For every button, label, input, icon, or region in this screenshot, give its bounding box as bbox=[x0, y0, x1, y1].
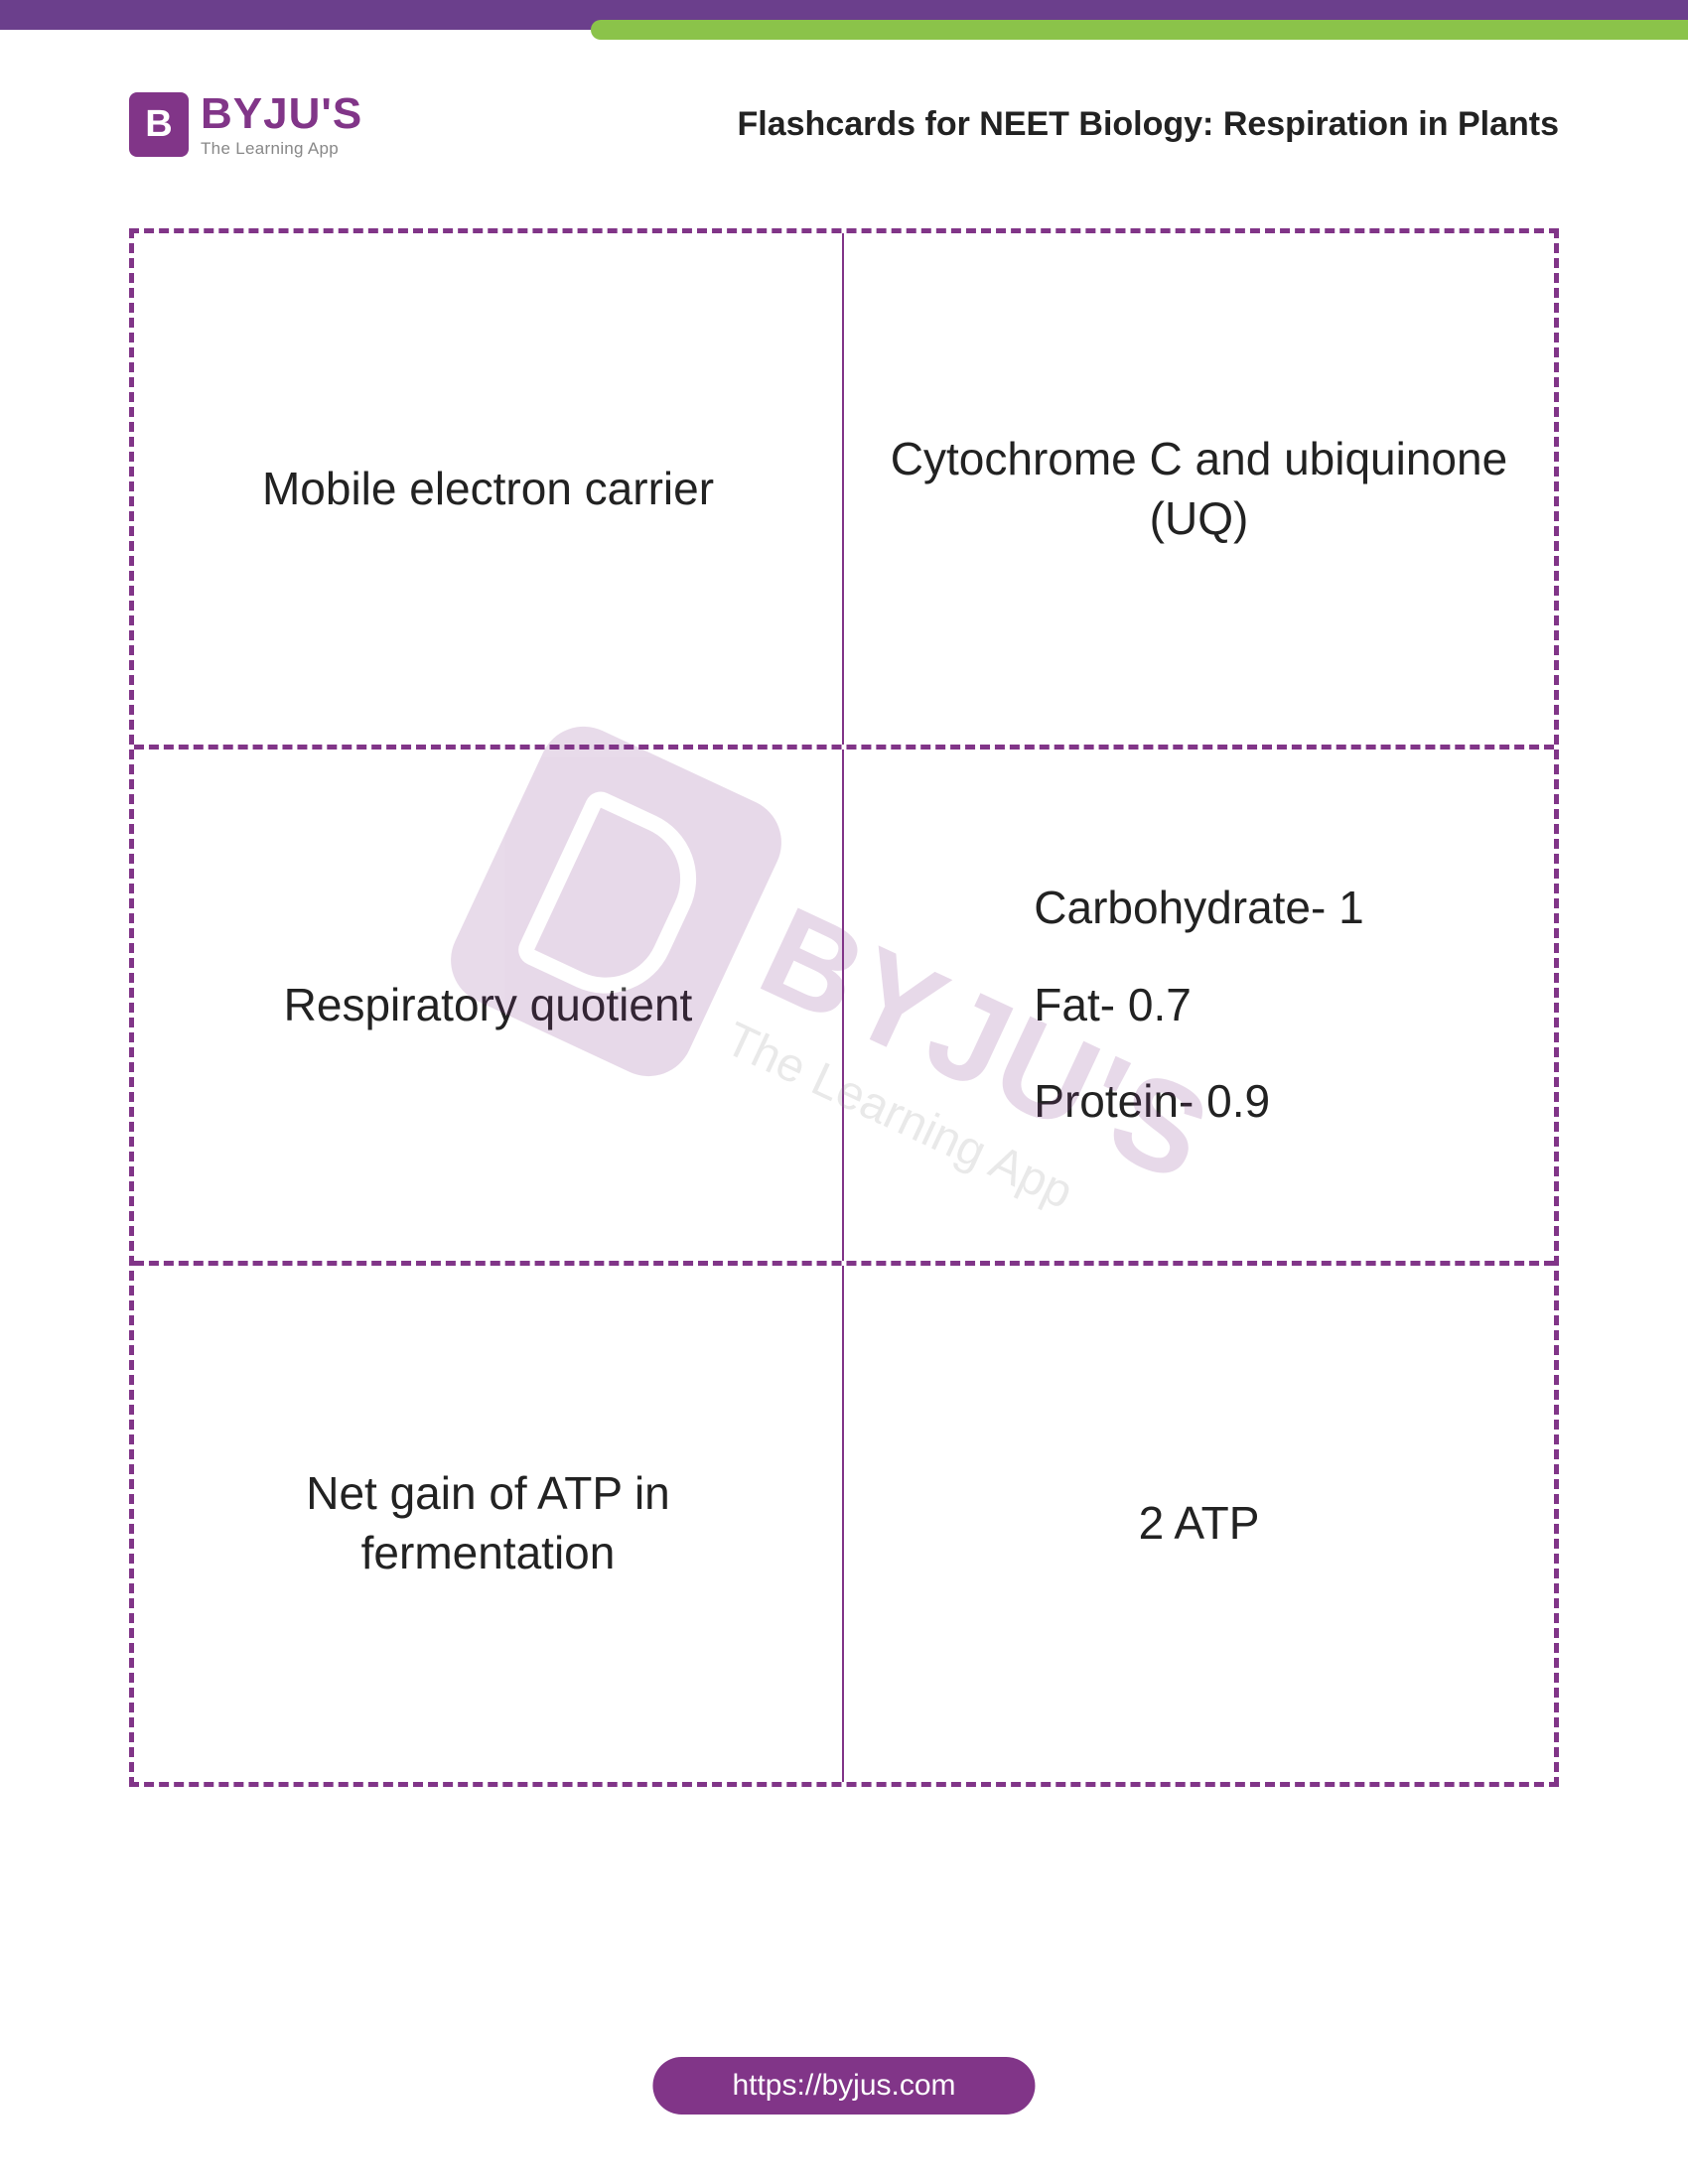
flashcard-row: Mobile electron carrier Cytochrome C and… bbox=[134, 233, 1554, 750]
flashcard-definition: 2 ATP bbox=[844, 1266, 1554, 1782]
flashcard-detail-line: Fat- 0.7 bbox=[1034, 976, 1192, 1035]
logo-text: BYJU'S The Learning App bbox=[201, 89, 362, 159]
footer: https://byjus.com bbox=[652, 2057, 1035, 2115]
flashcard-row: Respiratory quotient Carbohydrate- 1 Fat… bbox=[134, 750, 1554, 1266]
header: B BYJU'S The Learning App Flashcards for… bbox=[0, 40, 1688, 189]
footer-url[interactable]: https://byjus.com bbox=[652, 2057, 1035, 2115]
flashcard-detail-line: Protein- 0.9 bbox=[1034, 1072, 1270, 1132]
flashcard-definition: Carbohydrate- 1 Fat- 0.7 Protein- 0.9 bbox=[844, 750, 1554, 1261]
flashcard-term: Mobile electron carrier bbox=[134, 233, 844, 745]
flashcard-definition: Cytochrome C and ubiquinone (UQ) bbox=[844, 233, 1554, 745]
top-banner bbox=[0, 0, 1688, 40]
banner-stripe-green bbox=[591, 20, 1688, 40]
flashcard-detail-line: Carbohydrate- 1 bbox=[1034, 879, 1363, 938]
flashcard-table: BYJU'S The Learning App Mobile electron … bbox=[129, 228, 1559, 1787]
brand-logo: B BYJU'S The Learning App bbox=[129, 89, 362, 159]
logo-badge-icon: B bbox=[129, 92, 189, 157]
flashcard-term: Respiratory quotient bbox=[134, 750, 844, 1261]
brand-name: BYJU'S bbox=[201, 89, 362, 139]
flashcard-term: Net gain of ATP in fermentation bbox=[134, 1266, 844, 1782]
flashcard-row: Net gain of ATP in fermentation 2 ATP bbox=[134, 1266, 1554, 1782]
brand-tagline: The Learning App bbox=[201, 139, 362, 159]
page-title: Flashcards for NEET Biology: Respiration… bbox=[738, 105, 1559, 144]
